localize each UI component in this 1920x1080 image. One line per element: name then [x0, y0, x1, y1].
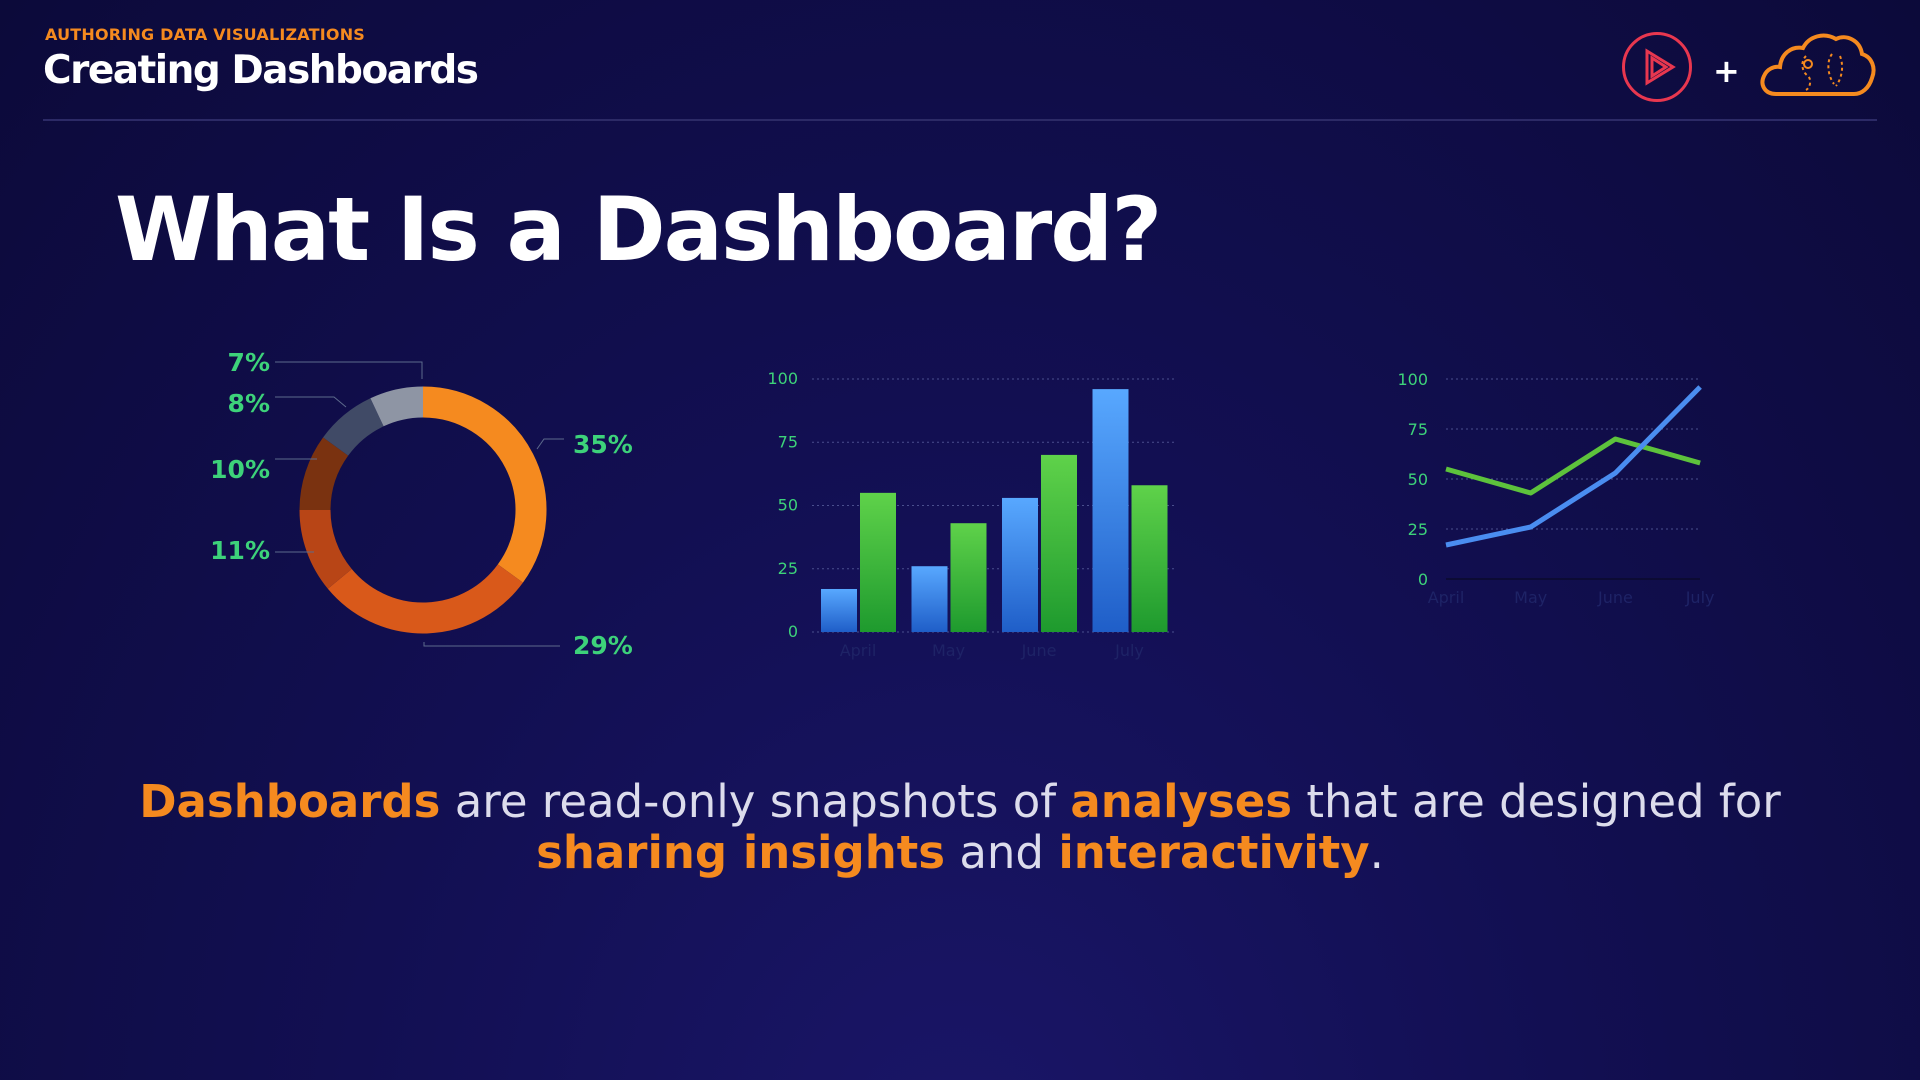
- donut-percent-label: 29%: [573, 631, 633, 660]
- line-y-tick: 0: [1418, 570, 1428, 589]
- slide-title: What Is a Dashboard?: [115, 178, 1162, 281]
- bar-y-tick: 50: [778, 496, 798, 515]
- donut-percent-label: 7%: [228, 348, 270, 377]
- pluralsight-logo-icon: [1622, 32, 1692, 102]
- donut-slice: [299, 509, 353, 589]
- header-divider: [43, 119, 1877, 121]
- cloud-logo-icon: [1760, 33, 1876, 96]
- plus-sign: +: [1713, 52, 1740, 90]
- donut-percent-label: 35%: [573, 430, 633, 459]
- bar: [860, 492, 896, 632]
- bar-category-label: May: [932, 641, 965, 660]
- donut-slice: [422, 386, 547, 583]
- bar: [950, 523, 987, 632]
- donut-slice: [323, 398, 385, 457]
- line-chart: 0 25 50 75 100 April May June July: [1397, 370, 1715, 607]
- bar-category-label: July: [1114, 641, 1144, 660]
- summary-sharing-insights: sharing insights: [536, 826, 946, 879]
- donut-percent-label: 10%: [210, 455, 270, 484]
- bar: [1041, 454, 1077, 632]
- donut-percent-label: 8%: [228, 389, 270, 418]
- line-y-tick: 50: [1408, 470, 1428, 489]
- bar: [1092, 389, 1129, 632]
- summary-dashboards: Dashboards: [139, 775, 441, 828]
- bar-y-tick: 0: [788, 622, 798, 641]
- summary-interactivity: interactivity: [1058, 826, 1370, 879]
- bar-category-label: June: [1021, 641, 1057, 660]
- summary-text: Dashboards are read-only snapshots of an…: [0, 776, 1920, 878]
- line-y-tick: 25: [1408, 520, 1428, 539]
- bar: [911, 566, 948, 632]
- bar: [821, 588, 857, 632]
- leader-line: [275, 361, 423, 379]
- summary-part: that are designed for: [1292, 775, 1781, 828]
- donut-chart: 35% 29% 11% 10% 8% 7%: [210, 348, 633, 660]
- bar-y-tick: 75: [778, 432, 798, 451]
- line-series: [1445, 385, 1702, 548]
- bar: [1002, 497, 1038, 632]
- line-category-label: June: [1597, 588, 1633, 607]
- summary-part: .: [1369, 826, 1384, 879]
- donut-slice: [370, 386, 424, 427]
- line-category-label: April: [1428, 588, 1465, 607]
- bar: [1131, 485, 1168, 632]
- bar-y-tick: 25: [778, 559, 798, 578]
- donut-slice: [299, 437, 349, 511]
- leader-line: [536, 438, 564, 450]
- summary-part: are read-only snapshots of: [440, 775, 1071, 828]
- line-category-label: July: [1685, 588, 1715, 607]
- course-eyebrow: AUTHORING DATA VISUALIZATIONS: [45, 25, 366, 44]
- summary-part: and: [945, 826, 1059, 879]
- leader-line: [275, 396, 347, 408]
- summary-analyses: analyses: [1070, 775, 1293, 828]
- line-category-label: May: [1514, 588, 1547, 607]
- bar-y-tick: 100: [767, 369, 798, 388]
- line-series: [1445, 436, 1701, 496]
- donut-percent-label: 11%: [210, 536, 270, 565]
- line-y-tick: 75: [1408, 420, 1428, 439]
- bar-chart: 0 25 50 75 100 April May June July: [767, 369, 1174, 660]
- course-title: Creating Dashboards: [43, 48, 479, 93]
- leader-line: [423, 642, 560, 647]
- bar-category-label: April: [840, 641, 877, 660]
- donut-slice: [327, 564, 523, 634]
- line-y-tick: 100: [1397, 370, 1428, 389]
